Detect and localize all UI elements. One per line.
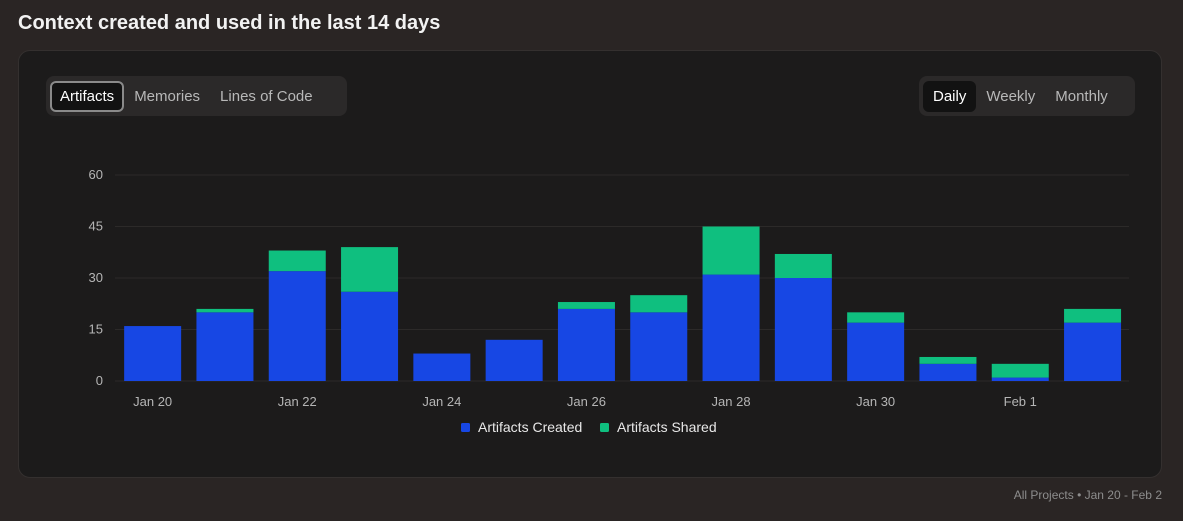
tab-weekly[interactable]: Weekly <box>986 87 1036 105</box>
bar-artifacts-shared <box>630 295 688 313</box>
footer-separator: • <box>1073 488 1085 502</box>
bar-artifacts-created <box>341 291 399 381</box>
bar-artifacts-created <box>196 312 254 381</box>
x-tick-label: Jan 24 <box>422 394 461 409</box>
bar-artifacts-created <box>124 326 182 381</box>
y-tick-label: 15 <box>89 322 103 337</box>
bar-artifacts-created <box>413 353 471 381</box>
metric-toggle: Artifacts Memories Lines of Code <box>46 76 347 116</box>
page-title: Context created and used in the last 14 … <box>18 12 441 34</box>
bar-artifacts-shared <box>557 302 615 309</box>
x-tick-label: Jan 20 <box>133 394 172 409</box>
tab-lines-of-code[interactable]: Lines of Code <box>220 87 313 105</box>
tab-artifacts[interactable]: Artifacts <box>50 80 125 112</box>
legend-label: Artifacts Created <box>478 419 582 435</box>
x-tick-label: Feb 1 <box>1004 394 1037 409</box>
bar-artifacts-shared <box>341 247 399 292</box>
bar-artifacts-created <box>1064 322 1122 381</box>
bar-artifacts-shared <box>847 312 905 323</box>
bar-artifacts-shared <box>991 363 1049 378</box>
tab-memories[interactable]: Memories <box>134 87 201 105</box>
bar-artifacts-created <box>630 312 688 381</box>
y-tick-label: 30 <box>89 270 103 285</box>
footer-caption: All Projects • Jan 20 - Feb 2 <box>1014 488 1162 502</box>
bar-artifacts-shared <box>774 253 832 278</box>
bar-artifacts-shared <box>268 250 326 272</box>
bar-artifacts-shared <box>196 308 254 313</box>
x-tick-label: Jan 22 <box>278 394 317 409</box>
y-tick-label: 45 <box>89 219 103 234</box>
legend-label: Artifacts Shared <box>617 419 717 435</box>
bar-artifacts-created <box>847 322 905 381</box>
stacked-bar-chart: 0 15 30 45 60 Jan 20 Jan 22 Jan 24 Jan 26 Jan 28 J… <box>89 167 1129 435</box>
y-tick-label: 0 <box>96 373 103 388</box>
bar-artifacts-created <box>991 377 1049 381</box>
y-tick-label: 60 <box>89 167 103 182</box>
x-tick-label: Jan 28 <box>712 394 751 409</box>
legend-swatch <box>461 423 470 432</box>
x-tick-label: Jan 26 <box>567 394 606 409</box>
period-toggle: Daily Weekly Monthly <box>919 76 1135 116</box>
tab-daily[interactable]: Daily <box>923 80 977 112</box>
bar-artifacts-created <box>702 274 760 381</box>
bar-artifacts-created <box>919 363 977 381</box>
legend-swatch <box>600 423 609 432</box>
bar-artifacts-created <box>268 271 326 381</box>
bar-artifacts-created <box>557 308 615 381</box>
chart-card: Artifacts Memories Lines of Code Daily W… <box>18 50 1162 478</box>
bar-artifacts-shared <box>1064 308 1122 323</box>
bar-artifacts-created <box>485 339 543 381</box>
footer-range: Jan 20 - Feb 2 <box>1084 488 1162 502</box>
footer-scope: All Projects <box>1013 488 1074 502</box>
bar-artifacts-created <box>774 278 832 381</box>
bar-artifacts-shared <box>702 226 760 275</box>
x-tick-label: Jan 30 <box>856 394 895 409</box>
bar-artifacts-shared <box>919 356 977 364</box>
tab-monthly[interactable]: Monthly <box>1055 87 1108 105</box>
